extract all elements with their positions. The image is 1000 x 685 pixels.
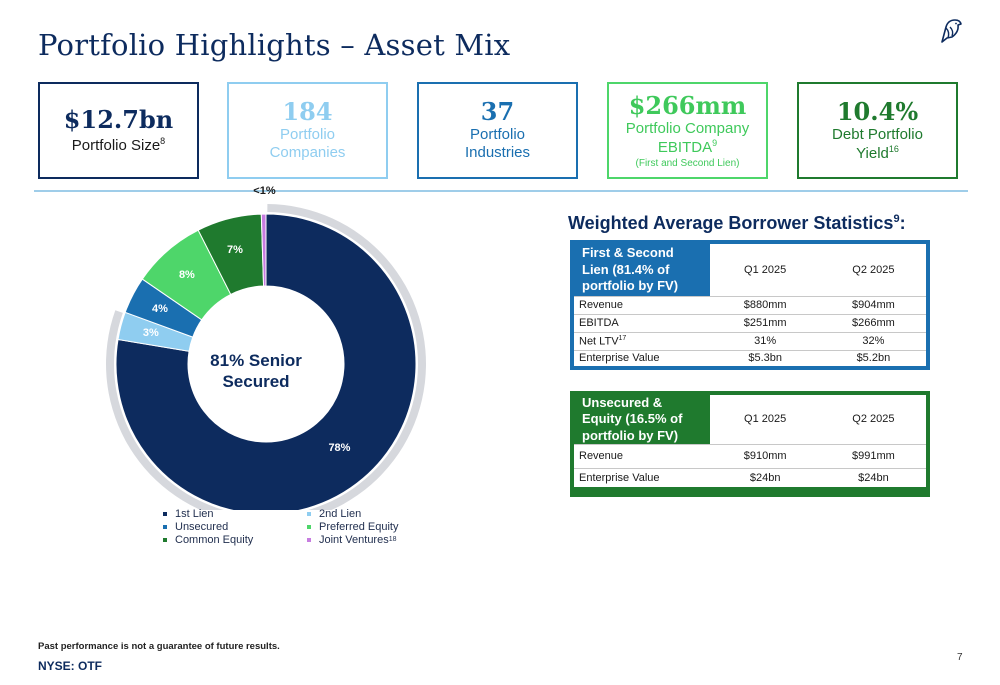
legend-item-common-equity: Common Equity [163, 533, 253, 546]
kpi-value: 184 [282, 97, 333, 126]
cell-q1: $880mm [709, 295, 821, 314]
center-label-line1: 81% Senior [210, 351, 302, 370]
legend-item-joint-ventures: Joint Ventures 18 [307, 533, 398, 546]
kpi-label-line1: Portfolio Company [625, 119, 750, 137]
col-header-q2: Q2 2025 [820, 393, 928, 445]
col-header-q1: Q1 2025 [709, 242, 821, 296]
asset-mix-donut-chart [106, 204, 426, 510]
kpi-portfolio-companies: 184 Portfolio Companies [227, 82, 388, 179]
kpi-label-line1: Debt Portfolio [832, 125, 923, 143]
stats-title: Weighted Average Borrower Statistics9: [568, 213, 906, 233]
kpi-portfolio-industries: 37 Portfolio Industries [417, 82, 578, 179]
kpi-portfolio-ebitda: $266mm Portfolio Company EBITDA9 (First … [607, 82, 768, 179]
kpi-label-line1: Portfolio [279, 125, 336, 143]
ticker-symbol: NYSE: OTF [38, 659, 103, 673]
first-second-lien-table: First & Second Lien (81.4% of portfolio … [570, 240, 930, 370]
table-row: Revenue $910mm $991mm [572, 443, 928, 469]
kpi-portfolio-size: $12.7bn Portfolio Size8 [38, 82, 199, 179]
cell-q1: $24bn [709, 467, 821, 493]
slice-label: 4% [152, 303, 168, 316]
kpi-value: $12.7bn [63, 105, 174, 134]
page-title: Portfolio Highlights – Asset Mix [38, 28, 511, 62]
page-number: 7 [957, 652, 963, 663]
slice-label: 8% [178, 268, 195, 281]
cell-q1: $5.3bn [709, 349, 821, 368]
chart-legend-right: 2nd Lien Preferred Equity Joint Ventures… [307, 507, 398, 546]
legend-item-preferred-equity: Preferred Equity [307, 520, 398, 533]
legend-item-unsecured: Unsecured [163, 520, 253, 533]
row-label: Revenue [572, 443, 710, 469]
cell-q1: $910mm [709, 443, 821, 469]
cell-q2: 32% [820, 331, 928, 350]
row-label: EBITDA [572, 313, 710, 332]
cell-q2: $266mm [820, 313, 928, 332]
slice-label: 7% [227, 243, 243, 256]
table-row: EBITDA $251mm $266mm [572, 313, 928, 332]
kpi-debt-yield: 10.4% Debt Portfolio Yield16 [797, 82, 958, 179]
col-header-q2: Q2 2025 [820, 242, 928, 296]
kpi-label-line2: Companies [269, 143, 346, 161]
kpi-value: 10.4% [836, 97, 919, 126]
donut-center-label: 81% Senior Secured [196, 350, 316, 393]
cell-q1: 31% [709, 331, 821, 350]
kpi-value: $266mm [628, 91, 747, 120]
disclaimer-footnote: Past performance is not a guarantee of f… [38, 641, 280, 652]
row-label: Revenue [572, 295, 710, 314]
slice-1st-lien [115, 213, 417, 510]
cell-q2: $904mm [820, 295, 928, 314]
kpi-label-line2: EBITDA9 [657, 137, 718, 156]
cell-q1: $251mm [709, 313, 821, 332]
table-header-row: First & Second Lien (81.4% of portfolio … [572, 242, 928, 296]
kpi-label-line2: Yield16 [856, 143, 899, 162]
table-row: Enterprise Value $24bn $24bn [572, 467, 928, 493]
row-label: Enterprise Value [572, 349, 710, 368]
table-row: Enterprise Value $5.3bn $5.2bn [572, 349, 928, 368]
legend-item-2nd-lien: 2nd Lien [307, 507, 398, 520]
table-row: Net LTV17 31% 32% [572, 331, 928, 350]
slice-label: 3% [142, 327, 159, 340]
chart-legend: 1st Lien Unsecured Common Equity [163, 507, 253, 546]
bird-logo-icon [941, 19, 962, 43]
table-header-label: First & Second Lien (81.4% of portfolio … [572, 242, 710, 296]
cell-q2: $5.2bn [820, 349, 928, 368]
kpi-note: (First and Second Lien) [635, 158, 740, 170]
table-header-row: Unsecured & Equity (16.5% of portfolio b… [572, 393, 928, 445]
legend-item-1st-lien: 1st Lien [163, 507, 253, 520]
slice-label: 78% [328, 442, 351, 455]
kpi-label: Portfolio Size8 [71, 135, 166, 154]
table-header-label: Unsecured & Equity (16.5% of portfolio b… [572, 393, 710, 445]
unsecured-equity-table: Unsecured & Equity (16.5% of portfolio b… [570, 391, 930, 498]
kpi-label-line2: Industries [464, 143, 531, 161]
kpi-value: 37 [480, 97, 515, 126]
col-header-q1: Q1 2025 [709, 393, 821, 445]
row-label: Enterprise Value [572, 467, 710, 493]
cell-q2: $24bn [820, 467, 928, 493]
center-label-line2: Secured [222, 372, 290, 392]
section-divider [34, 190, 968, 192]
cell-q2: $991mm [820, 443, 928, 469]
slice-joint-ventures [260, 213, 267, 287]
kpi-label-line1: Portfolio [469, 125, 526, 143]
slice-label: <1% [253, 185, 276, 198]
table-row: Revenue $880mm $904mm [572, 295, 928, 314]
row-label: Net LTV17 [572, 331, 710, 350]
